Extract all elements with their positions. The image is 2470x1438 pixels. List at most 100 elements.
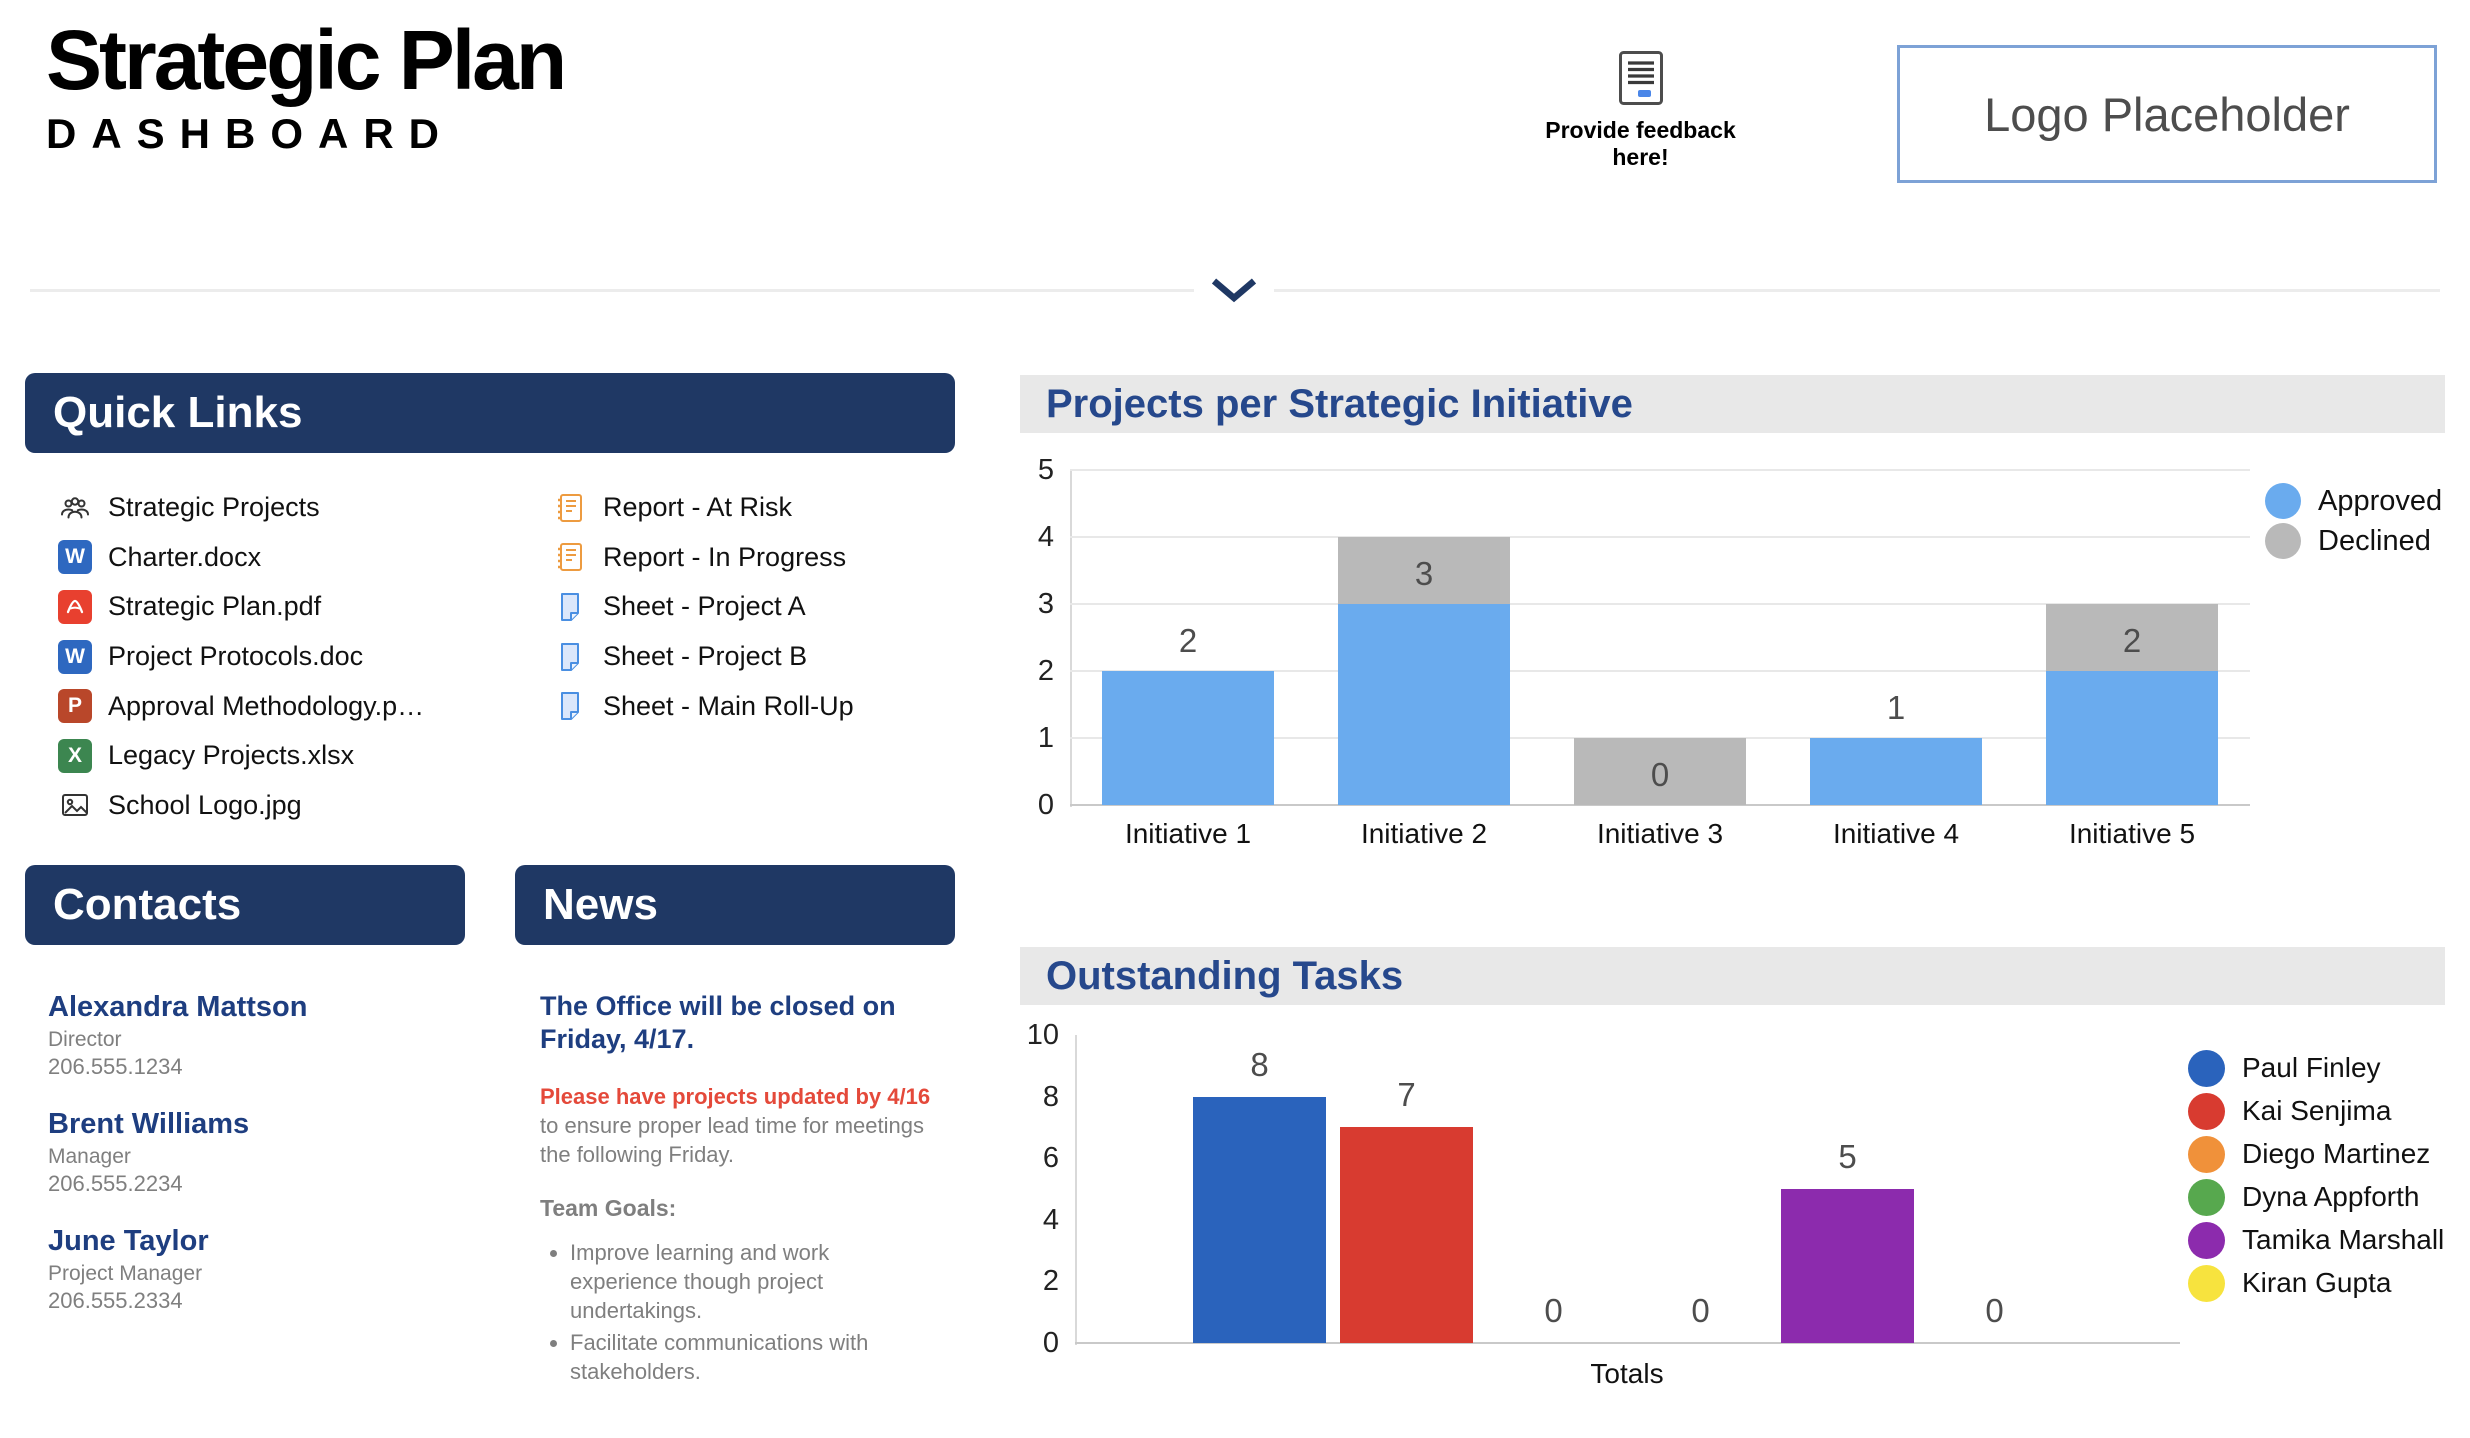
team-goals-label: Team Goals:: [540, 1195, 677, 1221]
news-alert: Please have projects updated by 4/16 to …: [540, 1082, 938, 1169]
chart-header-tasks: Outstanding Tasks: [1020, 947, 2445, 1005]
quick-link[interactable]: X Legacy Projects.xlsx: [58, 731, 528, 781]
news-headline: The Office will be closed on Friday, 4/1…: [540, 991, 896, 1054]
sheet-icon: [553, 590, 587, 624]
bar-segment: [2046, 604, 2218, 671]
y-axis-tick-label: 2: [1037, 655, 1054, 687]
powerpoint-icon: P: [58, 689, 92, 724]
bar-segment: [1102, 671, 1274, 805]
legend-item-label: Paul Finley: [2242, 1052, 2381, 1083]
legend-swatch: [2188, 1264, 2225, 1302]
legend-item-label: Approved: [2318, 485, 2443, 517]
gridline: [1070, 469, 2250, 471]
news-alert-bold: Please have projects updated by 4/16: [540, 1084, 931, 1109]
quick-link-label: Charter.docx: [108, 541, 262, 572]
quick-links-header: Quick Links: [25, 373, 955, 453]
quick-link[interactable]: W Project Protocols.doc: [58, 632, 528, 682]
quick-link[interactable]: Report - In Progress: [553, 533, 973, 583]
quick-link-label: Legacy Projects.xlsx: [108, 740, 355, 771]
y-axis-tick-label: 6: [1042, 1142, 1059, 1175]
chevron-down-icon: [1211, 278, 1257, 303]
x-axis-category-label: Initiative 5: [2068, 818, 2196, 849]
x-axis-line: [1075, 1342, 2180, 1344]
legend-swatch: [2188, 1221, 2225, 1259]
bar-value-label: 2: [2122, 622, 2142, 659]
feedback-document-icon: [1618, 50, 1664, 111]
contact-entry: Alexandra Mattson Director 206.555.1234: [48, 990, 478, 1081]
quick-links-left-column: Strategic Projects W Charter.docx Strategic…: [58, 483, 528, 830]
gridline: [1070, 603, 2250, 605]
contact-phone: 206.555.2334: [48, 1288, 183, 1313]
contact-name: Brent Williams: [48, 1108, 250, 1140]
legend-swatch: [2188, 1178, 2225, 1216]
word-icon: W: [58, 540, 92, 575]
quick-link-label: Sheet - Main Roll-Up: [603, 690, 854, 721]
quick-link-label: Sheet - Project A: [603, 591, 806, 622]
quick-link[interactable]: Strategic Plan.pdf: [58, 582, 528, 632]
legend-swatch: [2188, 1092, 2225, 1130]
news-body: The Office will be closed on Friday, 4/1…: [540, 990, 938, 1389]
quick-link[interactable]: School Logo.jpg: [58, 781, 528, 831]
bar-value-label: 7: [1397, 1076, 1416, 1114]
people-icon: [58, 491, 92, 525]
legend-item-label: Declined: [2318, 525, 2431, 557]
contact-name: Alexandra Mattson: [48, 991, 308, 1023]
legend-item-label: Tamika Marshall: [2242, 1224, 2445, 1255]
y-axis-tick-label: 10: [1026, 1019, 1059, 1051]
team-goal-item: Improve learning and work experience tho…: [570, 1238, 938, 1325]
quick-link[interactable]: Strategic Projects: [58, 483, 528, 533]
quick-link[interactable]: W Charter.docx: [58, 533, 528, 583]
legend-swatch: [2188, 1049, 2225, 1087]
team-goals-list: Improve learning and work experience tho…: [540, 1238, 938, 1386]
legend-item-label: Dyna Appforth: [2242, 1181, 2420, 1212]
quick-link-label: Strategic Projects: [108, 492, 320, 523]
x-axis-category-label: Initiative 2: [1360, 818, 1488, 849]
contact-list: Alexandra Mattson Director 206.555.1234 Bre…: [48, 990, 478, 1341]
quick-link[interactable]: Sheet - Project A: [553, 582, 973, 632]
contact-entry: June Taylor Project Manager 206.555.2334: [48, 1224, 478, 1315]
quick-link[interactable]: Sheet - Main Roll-Up: [553, 681, 973, 731]
bar-value-label: 0: [1985, 1292, 2004, 1329]
page-title: Strategic Plan: [46, 13, 567, 107]
word-icon: W: [58, 639, 92, 674]
bar-value-label: 3: [1414, 555, 1434, 592]
y-axis-line: [1070, 470, 1072, 807]
contact-phone: 206.555.1234: [48, 1054, 183, 1079]
contact-role: Project Manager: [48, 1262, 203, 1285]
y-axis-line: [1075, 1035, 1077, 1345]
x-axis-line: [1070, 804, 2250, 806]
quick-link[interactable]: Sheet - Project B: [553, 632, 973, 682]
quick-link[interactable]: Report - At Risk: [553, 483, 973, 533]
y-axis-tick-label: 3: [1037, 588, 1054, 620]
quick-link-label: Report - At Risk: [603, 492, 793, 523]
logo-placeholder: Logo Placeholder: [1897, 45, 2437, 183]
news-header: News: [515, 865, 955, 945]
legend-item-label: Kiran Gupta: [2242, 1267, 2392, 1298]
chart-title-tasks: Outstanding Tasks: [1046, 954, 1404, 998]
collapse-chevron[interactable]: [1194, 270, 1274, 310]
x-axis-category-label: Initiative 3: [1596, 818, 1724, 849]
team-goal-item: Facilitate communications with stakehold…: [570, 1328, 938, 1386]
x-axis-category-label: Initiative 4: [1832, 818, 1960, 849]
bar-value-label: 8: [1250, 1045, 1269, 1083]
legend-swatch: [2265, 483, 2301, 519]
bar-segment: [1574, 738, 1746, 805]
image-icon: [58, 788, 92, 822]
logo-placeholder-text: Logo Placeholder: [1984, 87, 2350, 141]
header-title-block: Strategic Plan DASHBOARD: [46, 13, 567, 158]
feedback-link[interactable]: Provide feedback here!: [1518, 50, 1763, 171]
y-axis-tick-label: 5: [1037, 454, 1054, 486]
bar-segment: [1340, 1127, 1473, 1343]
quick-link[interactable]: P Approval Methodology.p…: [58, 681, 528, 731]
x-axis-label: Totals: [1590, 1358, 1664, 1389]
gridline: [1070, 670, 2250, 672]
legend-item-label: Diego Martinez: [2242, 1138, 2431, 1169]
chart-title-projects: Projects per Strategic Initiative: [1046, 382, 1633, 426]
bar-value-label: 1: [1886, 689, 1906, 726]
y-axis-tick-label: 2: [1042, 1265, 1059, 1298]
quick-link-label: School Logo.jpg: [108, 789, 302, 820]
contact-role: Director: [48, 1028, 122, 1051]
legend-swatch: [2188, 1135, 2225, 1173]
contacts-title: Contacts: [53, 880, 242, 929]
quick-link-label: Strategic Plan.pdf: [108, 591, 322, 622]
